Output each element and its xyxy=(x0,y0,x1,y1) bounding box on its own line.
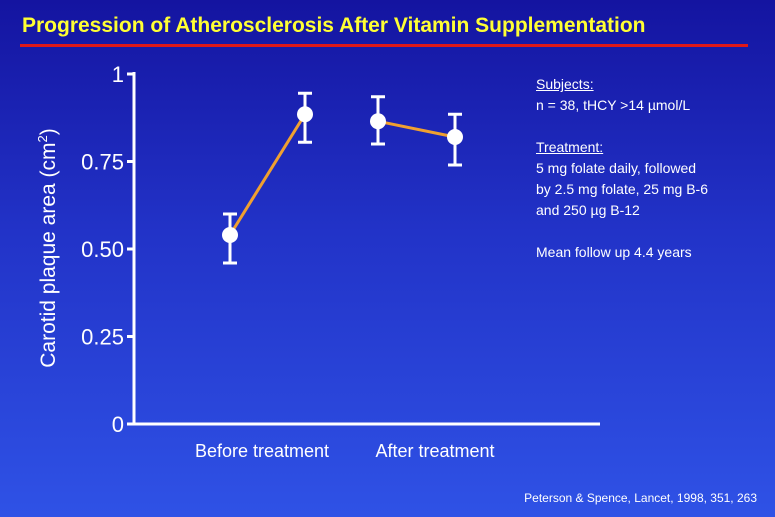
data-point xyxy=(447,129,463,145)
y-tick-label: 1 xyxy=(112,62,124,87)
title-underline xyxy=(20,44,748,47)
y-tick-label: 0.25 xyxy=(81,325,124,350)
x-category-label: After treatment xyxy=(375,441,494,461)
x-category-label: Before treatment xyxy=(195,441,329,461)
treatment-line: 5 mg folate daily, followed xyxy=(536,160,697,176)
y-tick-label: 0.75 xyxy=(81,150,124,175)
series-line xyxy=(228,113,307,236)
data-point xyxy=(370,113,386,130)
data-point xyxy=(297,106,313,123)
citation: Peterson & Spence, Lancet, 1998, 351, 26… xyxy=(524,491,757,505)
y-tick-label: 0.50 xyxy=(81,237,124,262)
treatment-line: and 250 µg B-12 xyxy=(536,202,640,218)
study-notes: Subjects: n = 38, tHCY >14 µmol/L Treatm… xyxy=(536,74,766,263)
treatment-line: by 2.5 mg folate, 25 mg B-6 xyxy=(536,181,708,197)
subjects-heading: Subjects: xyxy=(536,76,594,92)
y-tick-label: 0 xyxy=(112,412,124,437)
treatment-heading: Treatment: xyxy=(536,139,604,155)
followup-text: Mean follow up 4.4 years xyxy=(536,244,692,260)
slide-title: Progression of Atherosclerosis After Vit… xyxy=(22,14,646,37)
data-point xyxy=(222,227,238,243)
series-line xyxy=(377,119,456,139)
subjects-text: n = 38, tHCY >14 µmol/L xyxy=(536,97,691,113)
